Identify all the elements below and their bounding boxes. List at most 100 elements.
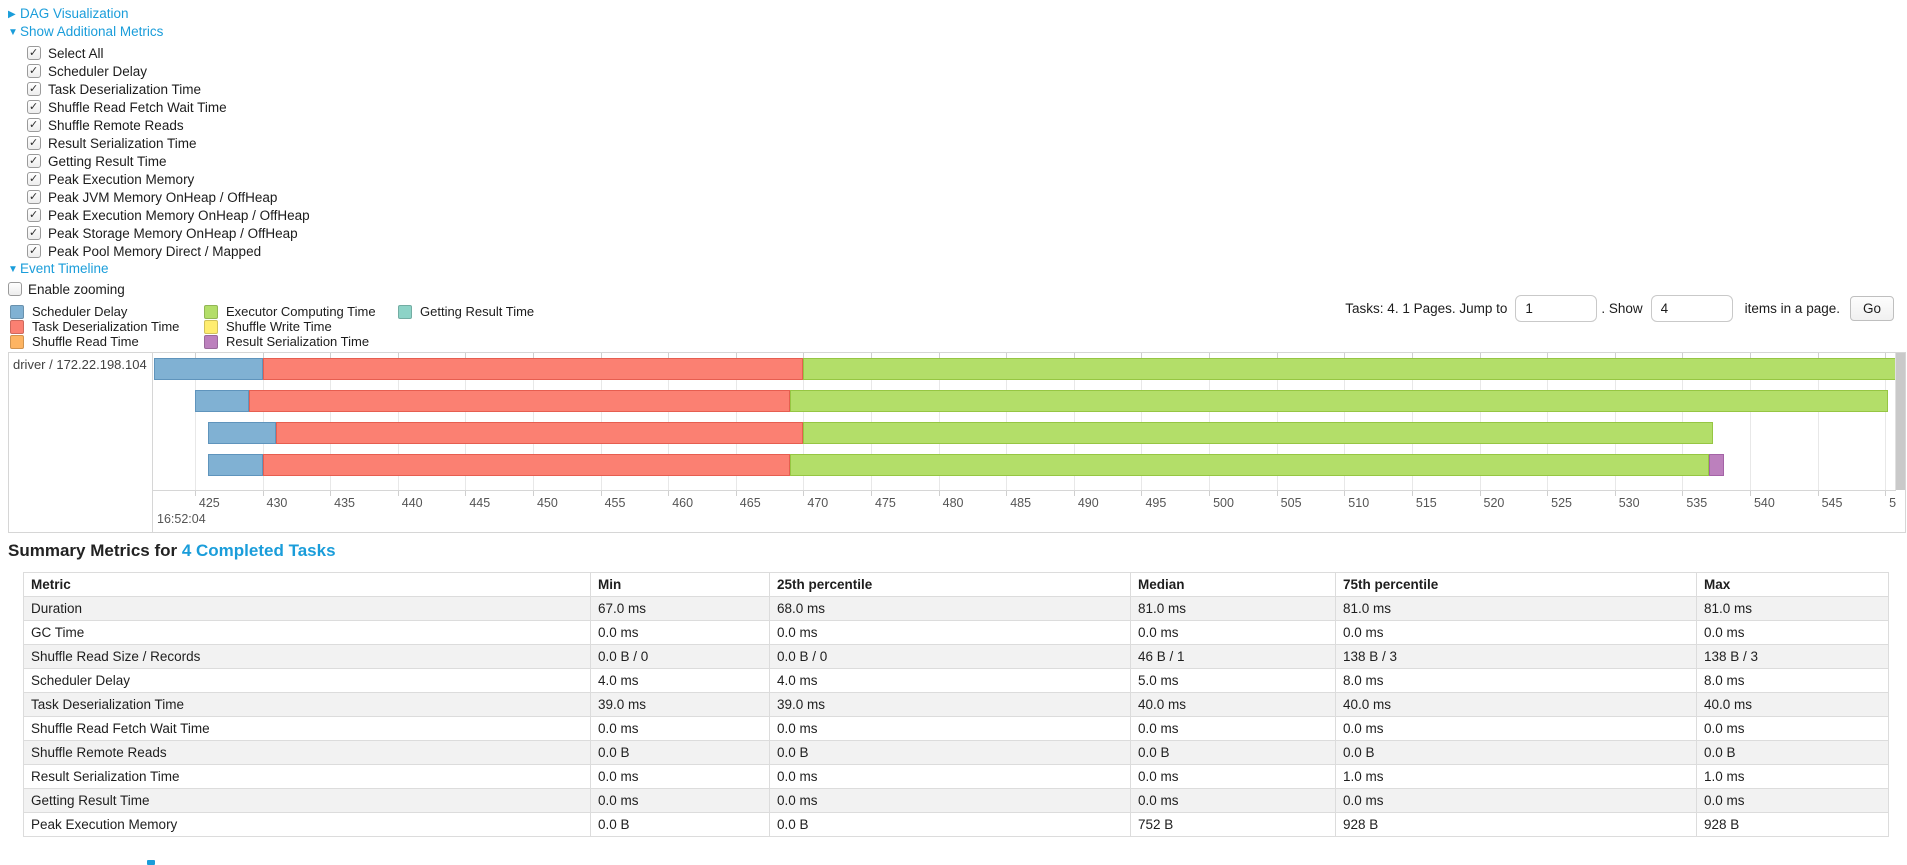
- task-bar-segment-task_deserialization[interactable]: [249, 390, 790, 412]
- axis-tick-mark: [803, 353, 805, 359]
- metric-checkbox[interactable]: [27, 136, 41, 150]
- metric-value-cell: 0.0 ms: [590, 764, 770, 789]
- metric-checkbox[interactable]: [27, 118, 41, 132]
- metric-checkbox[interactable]: [27, 172, 41, 186]
- legend-swatch-icon: [10, 334, 24, 349]
- task-bar-segment-executor_computing[interactable]: [803, 358, 1896, 380]
- metric-name-cell: Result Serialization Time: [23, 764, 591, 789]
- task-bar-segment-task_deserialization[interactable]: [262, 358, 804, 380]
- metric-option: Shuffle Read Fetch Wait Time: [27, 98, 310, 116]
- axis-tick-mark: [532, 353, 534, 359]
- axis-tick-label: 450: [536, 496, 558, 510]
- table-column-header: Min: [590, 572, 770, 597]
- items-per-page-input[interactable]: [1650, 294, 1733, 322]
- collapse-right-arrow-icon: ▶: [8, 9, 16, 20]
- task-bar-segment-scheduler_delay[interactable]: [208, 422, 277, 444]
- enable-zooming-label: Enable zooming: [28, 281, 125, 297]
- metric-checkbox[interactable]: [27, 64, 41, 78]
- completed-tasks-link[interactable]: 4 Completed Tasks: [181, 541, 336, 560]
- axis-gridline: [803, 353, 805, 490]
- axis-tick-label: 515: [1415, 496, 1437, 510]
- enable-zooming-checkbox[interactable]: [8, 282, 22, 296]
- task-bar-segment-task_deserialization[interactable]: [276, 422, 804, 444]
- dag-visualization-link[interactable]: DAG Visualization: [20, 6, 129, 21]
- metric-checkbox-label[interactable]: Task Deserialization Time: [48, 81, 202, 97]
- metric-checkbox-label[interactable]: Select All: [48, 45, 104, 61]
- go-button[interactable]: Go: [1849, 295, 1894, 321]
- timeline-scrollbar[interactable]: [1895, 353, 1905, 490]
- timeline-label-column: driver / 172.22.198.104: [9, 353, 153, 532]
- axis-tick-mark: [1547, 353, 1549, 359]
- metric-checkbox-label[interactable]: Peak Execution Memory: [48, 171, 195, 187]
- axis-tick-mark: [1749, 353, 1751, 359]
- metric-value-cell: 0.0 ms: [1696, 620, 1889, 645]
- axis-tick-mark: [1344, 491, 1346, 496]
- legend-swatch-icon: [398, 304, 412, 319]
- axis-tick-label: 460: [672, 496, 694, 510]
- metric-option: Scheduler Delay: [27, 62, 310, 80]
- metric-checkbox[interactable]: [27, 154, 41, 168]
- task-bar-segment-scheduler_delay[interactable]: [194, 390, 249, 412]
- show-additional-metrics-toggle[interactable]: ▼ Show Additional Metrics: [8, 23, 310, 41]
- task-bar-segment-result_serialization[interactable]: [1709, 454, 1725, 476]
- axis-tick-mark: [600, 491, 602, 496]
- table-column-header: Metric: [23, 572, 591, 597]
- metric-checkbox[interactable]: [27, 82, 41, 96]
- metric-checkbox[interactable]: [27, 100, 41, 114]
- enable-zooming-option: Enable zooming: [8, 280, 310, 298]
- metric-checkbox-label[interactable]: Shuffle Remote Reads: [48, 117, 184, 133]
- metric-checkbox-label[interactable]: Peak Pool Memory Direct / Mapped: [48, 243, 262, 259]
- metric-value-cell: 0.0 B: [590, 812, 770, 837]
- metric-checkbox[interactable]: [27, 190, 41, 204]
- event-timeline-toggle[interactable]: ▼ Event Timeline: [8, 260, 310, 278]
- legend-item-shuffle_write: Shuffle Write Time: [204, 319, 398, 334]
- show-additional-metrics-link[interactable]: Show Additional Metrics: [20, 24, 164, 39]
- metric-checkbox-label[interactable]: Result Serialization Time: [48, 135, 197, 151]
- metric-checkbox-label[interactable]: Shuffle Read Fetch Wait Time: [48, 99, 227, 115]
- metric-checkbox-label[interactable]: Peak Execution Memory OnHeap / OffHeap: [48, 207, 310, 223]
- axis-tick-mark: [938, 353, 940, 359]
- metric-name-cell: Getting Result Time: [23, 788, 591, 813]
- axis-gridline: [1547, 353, 1549, 490]
- metric-value-cell: 0.0 ms: [1130, 764, 1336, 789]
- task-bar-segment-executor_computing[interactable]: [789, 454, 1710, 476]
- metric-option: Select All: [27, 44, 310, 62]
- task-bar-segment-scheduler_delay[interactable]: [208, 454, 263, 476]
- metric-checkbox-label[interactable]: Peak Storage Memory OnHeap / OffHeap: [48, 225, 298, 241]
- metric-name-cell: Duration: [23, 596, 591, 621]
- axis-tick-mark: [735, 491, 737, 496]
- metric-value-cell: 0.0 ms: [1335, 716, 1697, 741]
- metric-checkbox[interactable]: [27, 226, 41, 240]
- task-bar-segment-task_deserialization[interactable]: [262, 454, 790, 476]
- metric-value-cell: 46 B / 1: [1130, 644, 1336, 669]
- legend-item-executor_computing: Executor Computing Time: [204, 304, 398, 319]
- task-bar-segment-executor_computing[interactable]: [789, 390, 1888, 412]
- task-bar-segment-scheduler_delay[interactable]: [154, 358, 263, 380]
- axis-gridline: [1073, 353, 1075, 490]
- metric-checkbox-label[interactable]: Scheduler Delay: [48, 63, 148, 79]
- metric-checkbox-label[interactable]: Peak JVM Memory OnHeap / OffHeap: [48, 189, 278, 205]
- metric-value-cell: 0.0 B / 0: [769, 644, 1131, 669]
- axis-tick-mark: [735, 353, 737, 359]
- dag-visualization-toggle[interactable]: ▶ DAG Visualization: [8, 5, 310, 23]
- metric-option: Task Deserialization Time: [27, 80, 310, 98]
- metric-checkbox[interactable]: [27, 244, 41, 258]
- axis-gridline: [1209, 353, 1211, 490]
- axis-tick-label: 455: [604, 496, 626, 510]
- event-timeline-link[interactable]: Event Timeline: [20, 261, 109, 276]
- legend-swatch-icon: [204, 334, 218, 349]
- task-bar-segment-executor_computing[interactable]: [803, 422, 1714, 444]
- metric-option: Result Serialization Time: [27, 134, 310, 152]
- metric-checkbox[interactable]: [27, 208, 41, 222]
- legend-label: Scheduler Delay: [32, 304, 128, 319]
- axis-gridline: [1885, 353, 1887, 490]
- axis-tick-mark: [1479, 353, 1481, 359]
- jump-to-page-input[interactable]: [1515, 294, 1598, 322]
- metric-value-cell: 40.0 ms: [1130, 692, 1336, 717]
- metric-checkbox[interactable]: [27, 46, 41, 60]
- axis-tick-mark: [1411, 353, 1413, 359]
- metric-name-cell: Peak Execution Memory: [23, 812, 591, 837]
- axis-gridline: [1817, 353, 1819, 490]
- axis-tick-label: 525: [1551, 496, 1572, 510]
- metric-checkbox-label[interactable]: Getting Result Time: [48, 153, 167, 169]
